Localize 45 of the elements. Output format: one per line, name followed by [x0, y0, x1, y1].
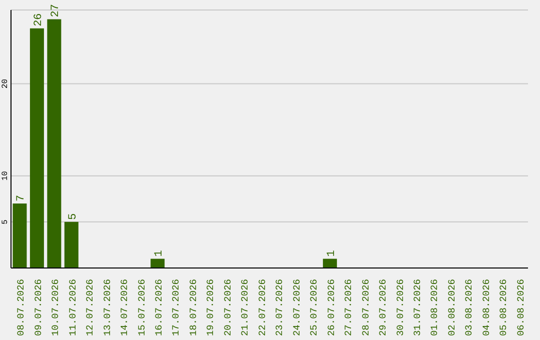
data-label: 7 [16, 194, 28, 202]
bar [12, 204, 27, 268]
bar [322, 258, 337, 268]
x-tick-label: 16.07.2026 [153, 278, 164, 336]
data-label: 27 [50, 4, 62, 18]
x-tick-label: 15.07.2026 [136, 278, 148, 336]
data-label: 5 [67, 213, 80, 220]
bar [47, 19, 62, 268]
x-tick-label: 10.07.2026 [50, 278, 62, 336]
x-tick-label: 28.07.2026 [360, 278, 372, 336]
bar [30, 28, 44, 268]
x-tick-label: 14.07.2026 [119, 278, 130, 336]
x-tick-label: 05.08.2026 [498, 278, 510, 336]
x-tick-label: 01.08.2026 [429, 278, 440, 336]
data-label: 26 [32, 13, 45, 26]
x-tick-label: 11.07.2026 [67, 278, 78, 336]
x-tick-label: 26.07.2026 [326, 278, 337, 336]
x-tick-label: 31.07.2026 [412, 278, 423, 336]
x-tick-label: 25.07.2026 [308, 278, 320, 336]
y-tick-label: 5 [1, 219, 10, 224]
x-tick-label: 06.08.2026 [515, 278, 526, 336]
y-tick-label: 10 [1, 170, 10, 181]
bar [150, 258, 165, 268]
x-tick-label: 27.07.2026 [343, 278, 354, 336]
x-tick-label: 18.07.2026 [188, 278, 199, 336]
x-tick-label: 09.07.2026 [32, 278, 44, 336]
x-tick-label: 29.07.2026 [378, 278, 389, 336]
y-tick-label: 20 [1, 78, 10, 89]
x-tick-label: 13.07.2026 [102, 278, 113, 336]
bar [64, 222, 78, 268]
x-tick-label: 23.07.2026 [274, 278, 286, 336]
x-tick-label: 22.07.2026 [256, 278, 268, 336]
x-tick-label: 12.07.2026 [84, 278, 96, 336]
x-tick-label: 17.07.2026 [170, 278, 182, 336]
x-tick-label: 08.07.2026 [16, 278, 27, 336]
x-tick-label: 24.07.2026 [291, 278, 302, 336]
x-tick-label: 19.07.2026 [205, 278, 216, 336]
x-tick-label: 04.08.2026 [480, 278, 492, 336]
data-label: 1 [326, 250, 338, 257]
x-tick-label: 02.08.2026 [446, 278, 458, 336]
x-tick-label: 30.07.2026 [394, 278, 406, 336]
data-label: 1 [154, 250, 166, 257]
x-tick-label: 03.08.2026 [464, 278, 475, 336]
x-tick-label: 20.07.2026 [222, 278, 234, 336]
x-tick-label: 21.07.2026 [240, 278, 251, 336]
